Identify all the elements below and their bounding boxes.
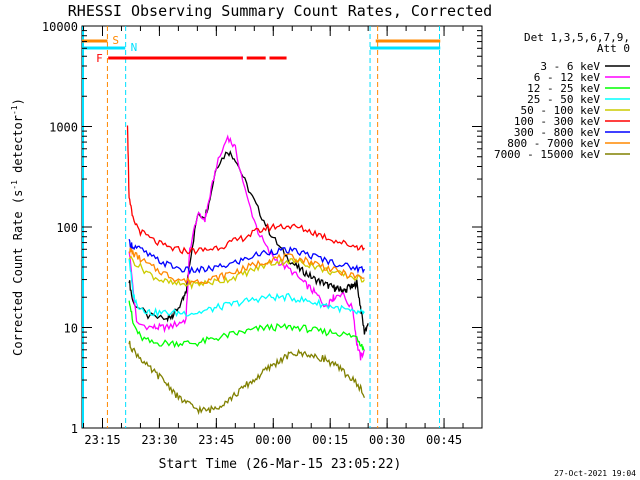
legend-entry-label: 800 - 7000 keV [507, 137, 600, 150]
x-axis-label: Start Time (26-Mar-15 23:05:22) [159, 457, 402, 472]
legend-entry-label: 50 - 100 keV [521, 104, 601, 117]
night-label: N [131, 41, 138, 54]
plot-area: SN F 1 10 100 1000 10000 23:15 23:30 23:45 00:00 0… [42, 20, 483, 447]
y-tick-label: 10000 [42, 20, 78, 34]
x-tick-label: 23:15 [84, 433, 120, 447]
series-line-2 [128, 300, 365, 352]
legend-entry-label: 6 - 12 keV [534, 71, 601, 84]
saa-label: S [112, 34, 119, 47]
x-tick-label: 00:15 [312, 433, 348, 447]
series-line-5 [126, 125, 365, 256]
x-tick-label: 00:45 [426, 433, 462, 447]
y-tick-label: 1 [71, 422, 78, 436]
x-tick-label: 00:30 [369, 433, 405, 447]
y-axis-label: Corrected Count Rate (s-1 detector-1) [10, 98, 25, 356]
legend-title-line-2: Att 0 [597, 42, 630, 55]
chart-title: RHESSI Observing Summary Count Rates, Co… [68, 2, 492, 20]
series-line-8 [128, 340, 366, 416]
legend-entry-label: 7000 - 15000 keV [494, 148, 600, 161]
legend-entry-label: 300 - 800 keV [514, 126, 600, 139]
flare-label: F [96, 52, 103, 65]
series-line-3 [128, 258, 365, 318]
legend-entry-label: 25 - 50 keV [527, 93, 600, 106]
y-tick-label: 1000 [49, 121, 78, 135]
y-tick-label: 100 [56, 221, 78, 235]
x-tick-label: 23:45 [198, 433, 234, 447]
series-line-7 [128, 247, 365, 286]
series-line-1 [128, 134, 366, 361]
series-line-4 [128, 255, 365, 290]
legend-entry-label: 3 - 6 keV [540, 60, 600, 73]
footer-timestamp: 27-Oct-2021 19:04 [554, 469, 636, 478]
legend-entry-label: 100 - 300 keV [514, 115, 600, 128]
x-tick-label: 23:30 [141, 433, 177, 447]
y-tick-label: 10 [64, 322, 78, 336]
series-line-6 [128, 238, 365, 275]
legend-title-line-1: Det 1,3,5,6,7,9, [524, 31, 630, 44]
series-line-0 [128, 149, 369, 335]
legend-entry-label: 12 - 25 keV [527, 82, 600, 95]
x-tick-label: 00:00 [255, 433, 291, 447]
